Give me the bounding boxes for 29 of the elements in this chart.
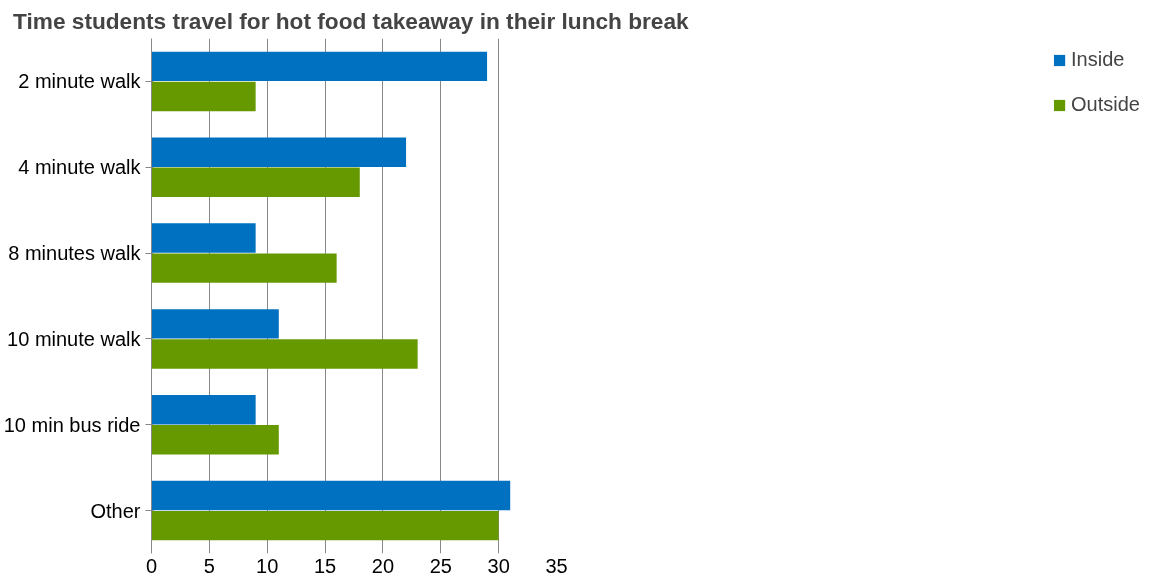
bar (151, 339, 418, 369)
x-tick-label: 10 (256, 554, 279, 577)
x-tick-label: 20 (371, 554, 395, 577)
bar (151, 223, 256, 253)
x-tick-label: 15 (313, 554, 337, 577)
chart-title: Time students travel for hot food takeaway in their lunch break (13, 7, 690, 34)
bar (151, 425, 279, 455)
bar (151, 510, 499, 541)
bar (151, 309, 279, 339)
y-tick-label: 10 min bus ride (3, 413, 141, 436)
x-tick-label: 5 (203, 554, 215, 577)
y-tick-label: Other (90, 499, 141, 522)
x-tick-label: 0 (145, 554, 158, 577)
legend-label: Outside (1071, 93, 1140, 116)
y-tick-label: 8 minutes walk (8, 242, 142, 265)
bar (151, 81, 256, 112)
bar (151, 395, 256, 425)
x-tick-label: 35 (545, 554, 568, 577)
y-tick-label: 4 minute walk (18, 156, 142, 179)
y-tick-label: 2 minute walk (18, 70, 142, 93)
x-tick-label: 25 (429, 554, 452, 577)
x-tick-label: 30 (487, 554, 510, 577)
bar (151, 480, 511, 511)
bar (151, 167, 360, 197)
legend-label: Inside (1071, 48, 1125, 71)
bar (151, 253, 337, 283)
y-tick-label: 10 minute walk (7, 327, 142, 350)
bar (151, 51, 488, 82)
bar (151, 137, 407, 167)
